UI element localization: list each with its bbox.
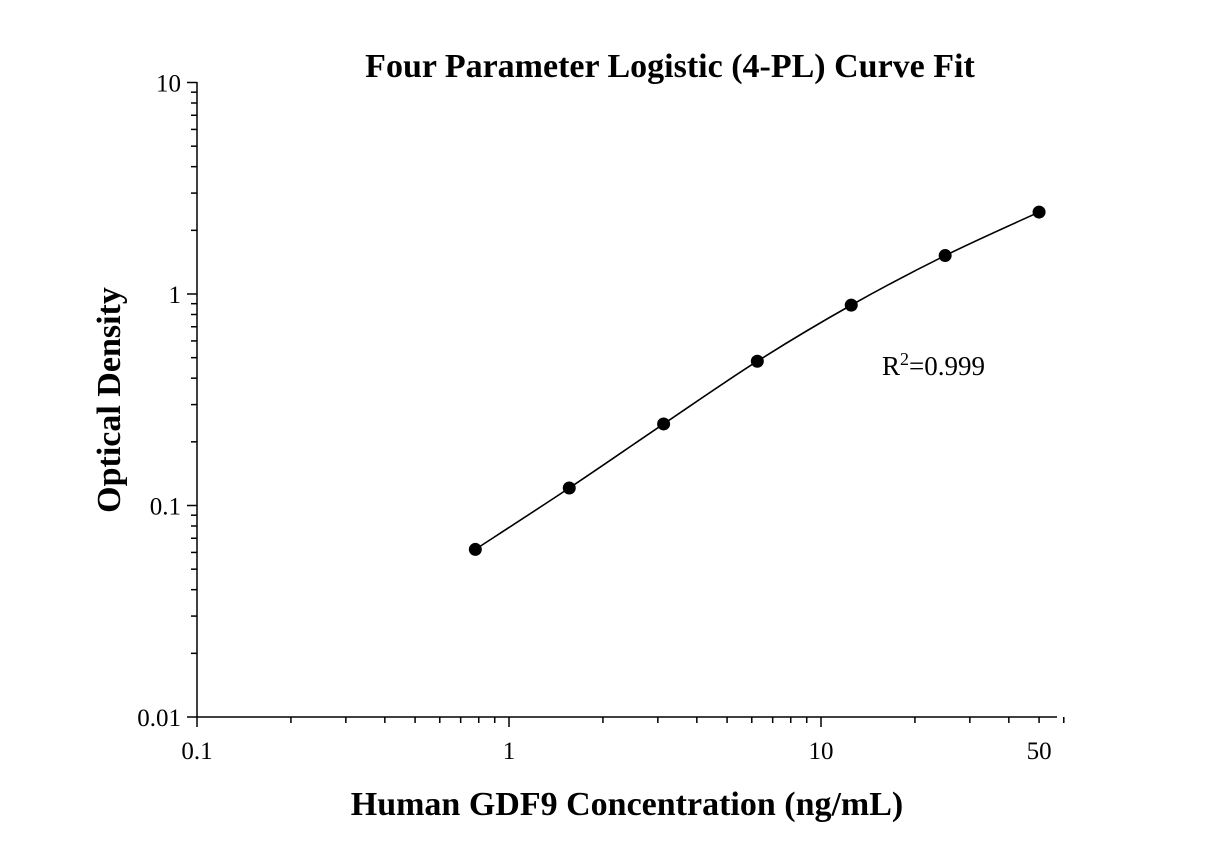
data-point xyxy=(938,249,952,263)
r-squared-annotation: R2=0.999 xyxy=(882,349,985,381)
x-tick-label: 50 xyxy=(1027,738,1052,765)
x-axis-label: Human GDF9 Concentration (ng/mL) xyxy=(351,786,904,823)
y-ticks xyxy=(187,81,197,718)
data-point xyxy=(468,542,482,556)
x-tick-label: 10 xyxy=(809,738,834,765)
r-squared-sup: 2 xyxy=(900,349,909,369)
r-squared-base: R xyxy=(882,351,900,381)
x-ticks xyxy=(196,717,1065,727)
y-axis-label: Optical Density xyxy=(91,287,128,513)
data-point xyxy=(750,354,764,368)
chart-title: Four Parameter Logistic (4-PL) Curve Fit xyxy=(365,48,975,85)
y-tick-label: 1 xyxy=(169,282,182,309)
y-tick-label: 0.01 xyxy=(137,705,181,732)
y-tick-label: 10 xyxy=(156,71,181,98)
data-point xyxy=(844,298,858,312)
x-tick-label: 1 xyxy=(503,738,516,765)
axes xyxy=(196,82,1057,718)
x-tick-label: 0.1 xyxy=(181,738,212,765)
x-tick-labels: 0.1 1 10 50 xyxy=(181,738,1051,765)
data-points xyxy=(468,205,1046,556)
data-point xyxy=(657,417,671,431)
r-squared-value: =0.999 xyxy=(909,351,985,381)
data-point xyxy=(562,481,576,495)
data-point xyxy=(1032,205,1046,219)
y-tick-labels: 0.01 0.1 1 10 xyxy=(137,71,181,733)
y-tick-label: 0.1 xyxy=(150,494,181,521)
